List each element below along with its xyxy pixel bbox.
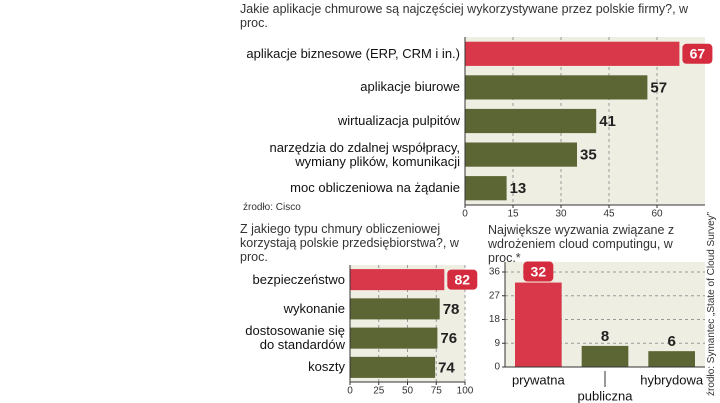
x-tick-label: 45 bbox=[603, 209, 615, 220]
source-note: źrodło: Symantec „State of Cloud Survey” bbox=[706, 212, 717, 396]
x-tick-label: 60 bbox=[651, 209, 663, 220]
x-tick-label: 25 bbox=[373, 386, 385, 397]
chart-title: Największe wyzwania związane z wdrożenie… bbox=[488, 223, 675, 265]
value-label: 82 bbox=[455, 271, 471, 287]
x-tick-label: 30 bbox=[555, 209, 567, 220]
y-tick-label: 27 bbox=[489, 290, 501, 301]
value-label: 35 bbox=[580, 147, 597, 164]
source-note: źrodło: Cisco bbox=[243, 202, 301, 213]
category-label: bezpieczeństwo bbox=[252, 271, 346, 287]
x-tick-label: 15 bbox=[507, 209, 519, 220]
bar bbox=[350, 298, 440, 320]
value-label: 57 bbox=[650, 79, 667, 96]
value-label: 78 bbox=[443, 301, 460, 318]
chart-title: Z jakiego typu chmury obliczeniowej korz… bbox=[240, 222, 459, 264]
bar bbox=[465, 41, 680, 66]
category-label: aplikacje biurowe bbox=[360, 79, 460, 95]
x-tick-label: 75 bbox=[431, 386, 443, 397]
category-label: dostosowanie się do standardów bbox=[245, 323, 345, 353]
y-tick-label: 18 bbox=[489, 314, 501, 325]
y-tick-label: 0 bbox=[494, 362, 500, 373]
x-tick-label: hybrydowa bbox=[640, 372, 704, 387]
x-tick-label: 0 bbox=[462, 209, 468, 220]
bar bbox=[515, 282, 562, 367]
bar bbox=[465, 176, 507, 201]
y-tick-label: 9 bbox=[494, 338, 500, 349]
value-label: 8 bbox=[601, 328, 609, 345]
value-label-box bbox=[523, 261, 554, 282]
category-label: moc obliczeniowa na żądanie bbox=[290, 180, 460, 196]
bar bbox=[648, 351, 695, 367]
value-label-box bbox=[447, 269, 478, 290]
bar bbox=[465, 142, 577, 167]
x-tick-label: 0 bbox=[347, 386, 353, 397]
category-label: aplikacje biznesowe (ERP, CRM i in.) bbox=[246, 45, 460, 61]
x-tick-label: 100 bbox=[457, 386, 474, 397]
value-label-box bbox=[682, 43, 713, 64]
value-label: 41 bbox=[599, 113, 616, 130]
category-label: koszty bbox=[308, 359, 345, 375]
bar bbox=[350, 356, 436, 378]
value-label: 67 bbox=[690, 46, 706, 62]
bar bbox=[350, 327, 438, 349]
value-label: 74 bbox=[438, 359, 455, 376]
value-label: 6 bbox=[667, 333, 675, 350]
category-label: narzędzia do zdalnej współpracy, wymiany… bbox=[269, 139, 460, 169]
value-label: 32 bbox=[531, 263, 547, 279]
x-tick-label: prywatna bbox=[512, 372, 566, 387]
bar bbox=[581, 345, 629, 367]
x-tick-label: publiczna bbox=[578, 388, 634, 403]
value-label: 76 bbox=[440, 330, 457, 347]
category-label: wykonanie bbox=[283, 300, 345, 316]
bar bbox=[350, 269, 445, 291]
x-tick-label: 50 bbox=[402, 386, 414, 397]
category-label: wirtualizacja pulpitów bbox=[337, 113, 460, 128]
value-label: 13 bbox=[510, 180, 527, 197]
bar bbox=[465, 75, 648, 100]
y-tick-label: 36 bbox=[489, 267, 501, 278]
bar bbox=[465, 108, 597, 134]
chart-title: Jakie aplikacje chmurowe są najczęściej … bbox=[240, 2, 689, 30]
